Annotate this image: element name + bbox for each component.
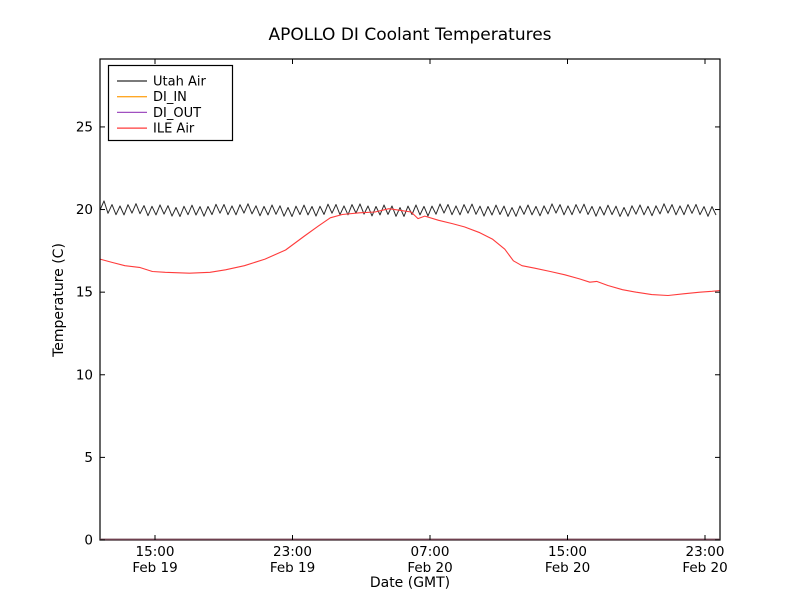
x-axis-label: Date (GMT) [370,575,450,591]
y-tick-label: 25 [76,119,93,135]
y-tick-label: 20 [76,202,93,218]
x-tick-time-label: 23:00 [273,544,312,560]
y-tick-label: 0 [84,533,93,549]
y-axis-label: Temperature (C) [51,243,67,358]
legend-label: ILE Air [153,122,195,137]
y-tick-label: 10 [76,367,93,383]
x-tick-date-label: Feb 20 [545,560,590,576]
series-ile-air-line [99,208,721,297]
x-tick-time-label: 23:00 [686,544,725,560]
x-tick-time-label: 15:00 [548,544,587,560]
series-utah-air-line [99,200,717,217]
x-tick-time-label: 07:00 [411,544,450,560]
x-tick-date-label: Feb 20 [682,560,727,576]
chart-title: APOLLO DI Coolant Temperatures [268,25,551,45]
x-tick-date-label: Feb 19 [132,560,177,576]
x-tick-date-label: Feb 20 [407,560,452,576]
legend-label: DI_OUT [153,106,201,121]
x-tick-time-label: 15:00 [136,544,175,560]
legend-label: Utah Air [153,75,206,90]
x-tick-date-label: Feb 19 [270,560,315,576]
legend-label: DI_IN [153,90,187,105]
y-tick-label: 15 [76,285,93,301]
y-tick-label: 5 [84,450,93,466]
